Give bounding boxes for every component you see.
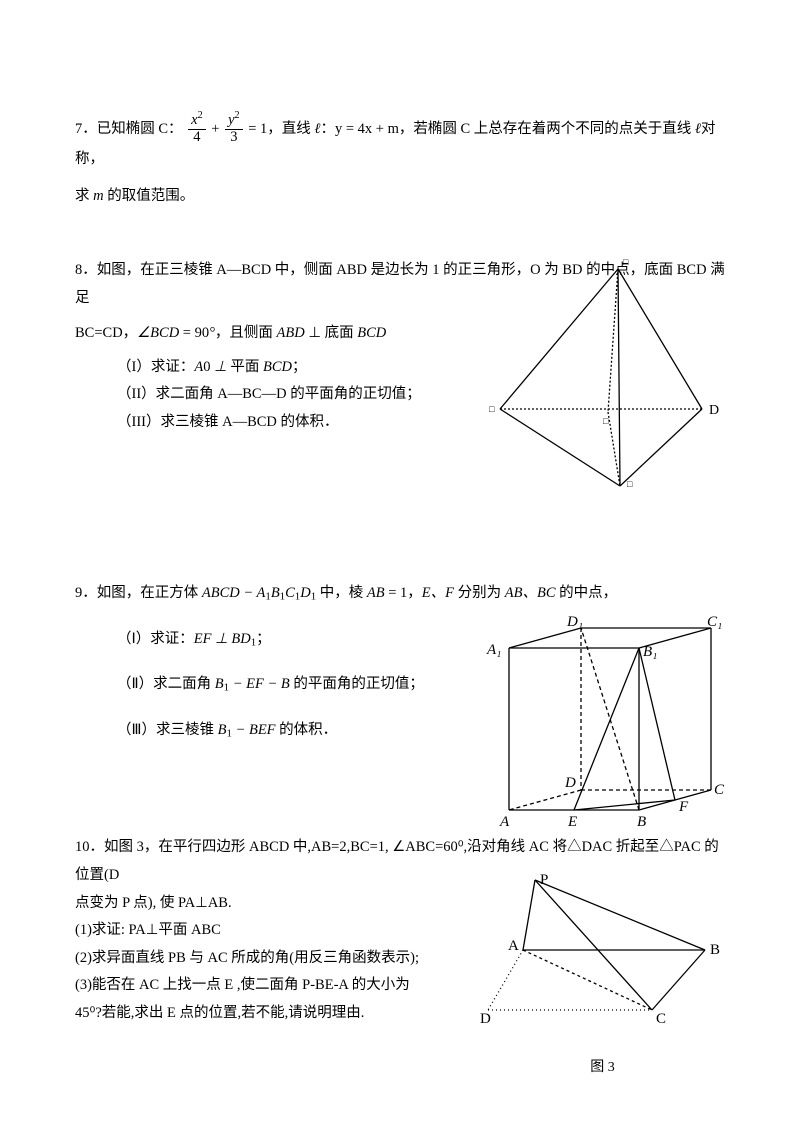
svg-text:B₁: B₁ [643,644,657,660]
svg-text:□: □ [603,416,609,426]
q3: (3)能否在 AC 上找一点 E ,使二面角 P-BE-A 的大小为 [75,972,490,1000]
svg-text:F: F [678,799,689,815]
svg-text:D: D [709,403,719,418]
problem-number: 7． [75,121,97,137]
figure-tetrahedron: D □ □ □ □ [480,251,725,507]
svg-text:D₁: D₁ [566,614,583,630]
item-iii: （III）求三棱锥 A—BCD 的体积． [117,409,522,437]
problem-number: 9． [75,585,97,601]
figure-folded: P A B C D 图 3 [480,870,725,1081]
svg-text:□: □ [489,404,495,414]
svg-text:C₁: C₁ [707,614,722,630]
problem-9: A₁ B₁ C₁ D₁ A B C D E F 9．如图，在正方体 ABCD −… [75,580,725,800]
fraction-x2-4: x2 4 [188,113,206,146]
svg-text:A₁: A₁ [486,642,501,658]
q1: (1)求证: PA⊥平面 ABC [75,917,490,945]
svg-text:A: A [499,814,510,830]
text: 已知椭圆 C： [97,121,183,137]
q2: (2)求异面直线 PB 与 AC 所成的角(用反三角函数表示); [75,945,490,973]
svg-text:C: C [656,1011,666,1027]
problem-10: P A B C D 图 3 10．如图 3，在平行四边形 ABCD 中,AB=2… [75,834,725,1027]
problem-number: 8． [75,262,97,278]
svg-text:B: B [637,814,646,830]
svg-text:E: E [567,814,577,830]
angle-bcd: ∠BCD = 90° [137,325,215,341]
item-ii: （II）求二面角 A—BC—D 的平面角的正切值； [117,381,522,409]
figure-caption: 图 3 [480,1055,725,1082]
problem-8: D □ □ □ □ 8．如图，在正三棱锥 A—BCD 中，侧面 ABD 是边长为… [75,257,725,546]
fraction-y2-3: y2 3 [225,113,243,146]
problem-number: 10． [75,839,104,855]
svg-text:D: D [564,775,576,791]
svg-text:□: □ [623,257,629,267]
svg-text:C: C [714,782,725,798]
svg-text:A: A [508,938,519,954]
svg-text:D: D [480,1011,491,1027]
q3b: 45⁰?若能,求出 E 点的位置,若不能,请说明理由. [75,1000,490,1028]
problem-7: 7．已知椭圆 C： x2 4 + y2 3 = 1，直线 ℓ：y = 4x + … [75,113,725,211]
svg-text:□: □ [627,479,633,489]
svg-text:B: B [710,942,720,958]
svg-text:P: P [540,872,548,888]
figure-cube: A₁ B₁ C₁ D₁ A B C D E F [475,614,725,850]
